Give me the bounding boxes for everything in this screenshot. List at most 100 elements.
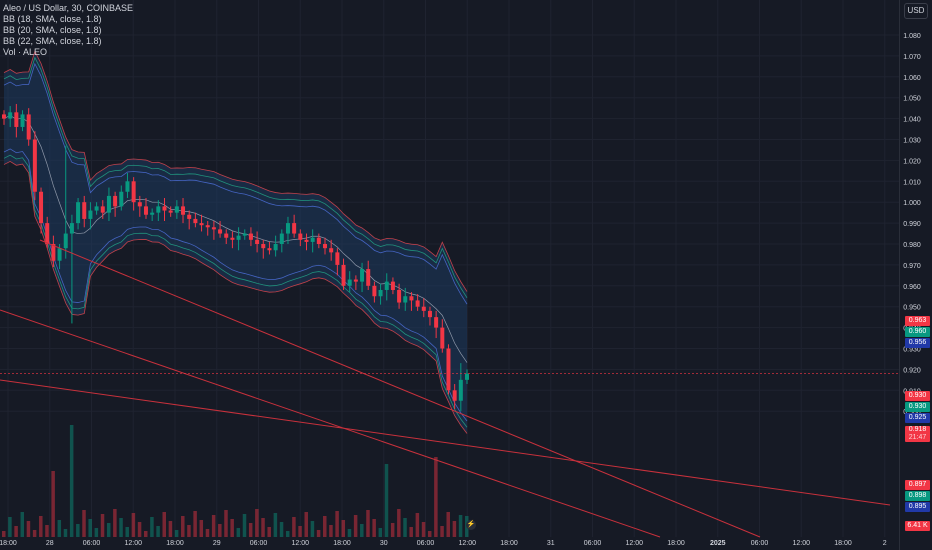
- candle-body: [211, 227, 216, 230]
- countdown-timer: 21:47: [908, 434, 927, 441]
- candle-body: [2, 114, 6, 119]
- candle-body: [366, 269, 371, 286]
- band-upper-line: [3, 56, 468, 299]
- candle-body: [20, 114, 25, 127]
- volume-bar: [267, 527, 271, 537]
- candle-body: [106, 195, 111, 213]
- volume-bar: [106, 523, 111, 537]
- price-tick-label: 1.070: [903, 54, 921, 61]
- indicator-bb-18[interactable]: BB (18, SMA, close, 1.8): [3, 14, 102, 24]
- price-tick-label: 1.050: [903, 96, 921, 103]
- candle-body: [205, 225, 210, 228]
- volume-bar: [390, 523, 395, 537]
- volume-bar: [236, 528, 241, 537]
- trend-line-2: [0, 379, 891, 506]
- volume-bar: [292, 517, 296, 537]
- candle-body: [353, 279, 358, 282]
- time-tick-label: 12:00: [291, 540, 309, 547]
- price-tick-label: 1.030: [903, 138, 921, 145]
- volume-bar: [360, 524, 364, 537]
- currency-button[interactable]: USD: [904, 3, 928, 19]
- scroll-to-realtime-icon[interactable]: ⚡: [466, 520, 476, 530]
- volume-bar: [76, 524, 80, 537]
- indicator-bb-20[interactable]: BB (20, SMA, close, 1.8): [3, 25, 102, 35]
- candle-body: [8, 112, 13, 119]
- indicator-bb-22[interactable]: BB (22, SMA, close, 1.8): [3, 36, 102, 46]
- volume-bar: [193, 511, 197, 537]
- time-tick-label: 18:00: [834, 540, 852, 547]
- volume-bar: [273, 513, 278, 537]
- candle-body: [76, 202, 81, 224]
- time-tick-label: 18:00: [166, 540, 184, 547]
- candle-body: [174, 206, 179, 213]
- candle-body: [390, 281, 395, 290]
- time-tick-label: 2: [883, 540, 887, 547]
- candle-body: [248, 233, 253, 240]
- candle-body: [267, 248, 272, 251]
- candle-body: [119, 191, 124, 207]
- price-tick-label: 0.990: [903, 221, 921, 228]
- time-axis[interactable]: 18:00 28 06:00 12:00 18:00 29 06:00 12:00 18:00 3…: [0, 540, 887, 547]
- candle-body: [434, 317, 439, 328]
- candle-body: [255, 239, 260, 244]
- volume-bars: [2, 425, 469, 537]
- band-lower-line: [3, 160, 468, 434]
- volume-bar: [156, 526, 160, 537]
- volume-bar: [51, 471, 55, 537]
- volume-bar: [335, 511, 339, 537]
- price-tick-label: 1.020: [903, 158, 921, 165]
- candle-body: [397, 289, 402, 303]
- volume-bar: [181, 516, 185, 537]
- volume-bar: [174, 530, 179, 537]
- volume-bar: [100, 514, 105, 537]
- volume-bar: [304, 512, 308, 537]
- candle-body: [335, 252, 340, 265]
- candle-body: [26, 114, 31, 140]
- price-tick-label: 0.970: [903, 263, 921, 270]
- price-tick-label: 1.000: [903, 200, 921, 207]
- candle-body: [69, 223, 74, 234]
- candle-body: [378, 289, 383, 297]
- volume-bar: [187, 525, 191, 537]
- volume-bar: [255, 509, 259, 537]
- volume-bar: [458, 515, 463, 537]
- band-upper-line: [3, 50, 468, 292]
- volume-bar: [150, 517, 154, 537]
- candle-body: [156, 206, 161, 213]
- volume-bar: [329, 525, 333, 537]
- candle-body: [236, 235, 241, 240]
- time-tick-label: 28: [46, 540, 54, 547]
- volume-bar: [125, 527, 129, 537]
- candle-body: [51, 244, 56, 261]
- volume-bar: [310, 521, 315, 537]
- volume-bar: [162, 512, 167, 537]
- candle-body: [199, 223, 204, 226]
- candle-body: [125, 181, 130, 192]
- volume-bar: [131, 513, 136, 537]
- candle-body: [273, 244, 278, 251]
- volume-bar: [378, 528, 383, 537]
- price-axis[interactable]: 1.080 1.070 1.060 1.050 1.040 1.030 1.020 1.010…: [903, 33, 921, 416]
- volume-bar: [397, 509, 401, 537]
- volume-bar: [63, 529, 68, 537]
- candle-body: [224, 233, 229, 238]
- volume-bar: [230, 519, 234, 537]
- candle-body: [316, 237, 321, 244]
- candle-body: [403, 296, 408, 303]
- indicator-volume[interactable]: Vol · ALEO: [3, 47, 48, 57]
- price-tick-label: 1.060: [903, 75, 921, 82]
- symbol-title[interactable]: Aleo / US Dollar, 30, COINBASE: [3, 3, 134, 13]
- candle-body: [329, 248, 334, 253]
- chart-legend: Aleo / US Dollar, 30, COINBASE BB (18, S…: [3, 3, 133, 58]
- volume-bar: [248, 523, 253, 537]
- candle-body: [421, 306, 426, 311]
- price-tick-label: 1.040: [903, 117, 921, 124]
- volume-bar: [434, 457, 438, 537]
- trend-line-1: [0, 309, 661, 538]
- volume-bar: [421, 522, 426, 537]
- time-tick-label: 18:00: [667, 540, 685, 547]
- band-lower-line: [3, 154, 468, 428]
- bollinger-bands: [3, 50, 468, 434]
- volume-bar: [39, 516, 43, 537]
